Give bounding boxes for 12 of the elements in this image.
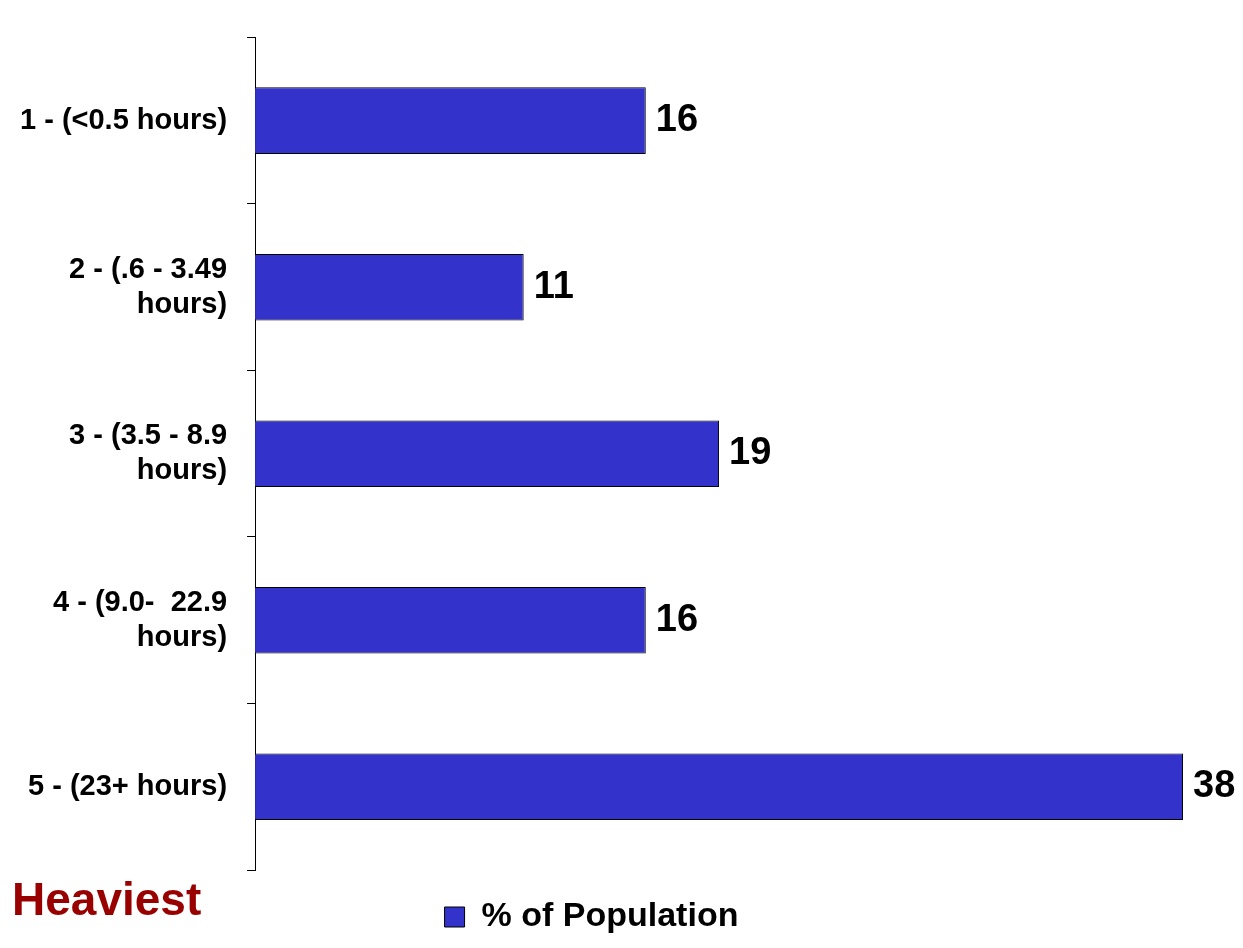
y-tick-label: 2 - (.6 - 3.49 hours) bbox=[69, 251, 228, 319]
y-tick-label: 4 - (9.0- 22.9 hours) bbox=[52, 584, 228, 652]
legend-label: % of Population bbox=[481, 895, 739, 934]
data-label: 16 bbox=[655, 596, 699, 639]
data-label: 11 bbox=[533, 263, 574, 306]
data-label: 16 bbox=[655, 97, 699, 140]
data-label: 19 bbox=[729, 430, 772, 473]
text: Heaviest bbox=[12, 872, 202, 926]
data-label: 38 bbox=[1193, 763, 1236, 806]
y-tick-label: 3 - (3.5 - 8.9 hours) bbox=[69, 418, 228, 486]
y-tick-label: 5 - (23+ hours) bbox=[28, 768, 228, 801]
y-tick-label: 1 - (<0.5 hours) bbox=[20, 102, 228, 135]
